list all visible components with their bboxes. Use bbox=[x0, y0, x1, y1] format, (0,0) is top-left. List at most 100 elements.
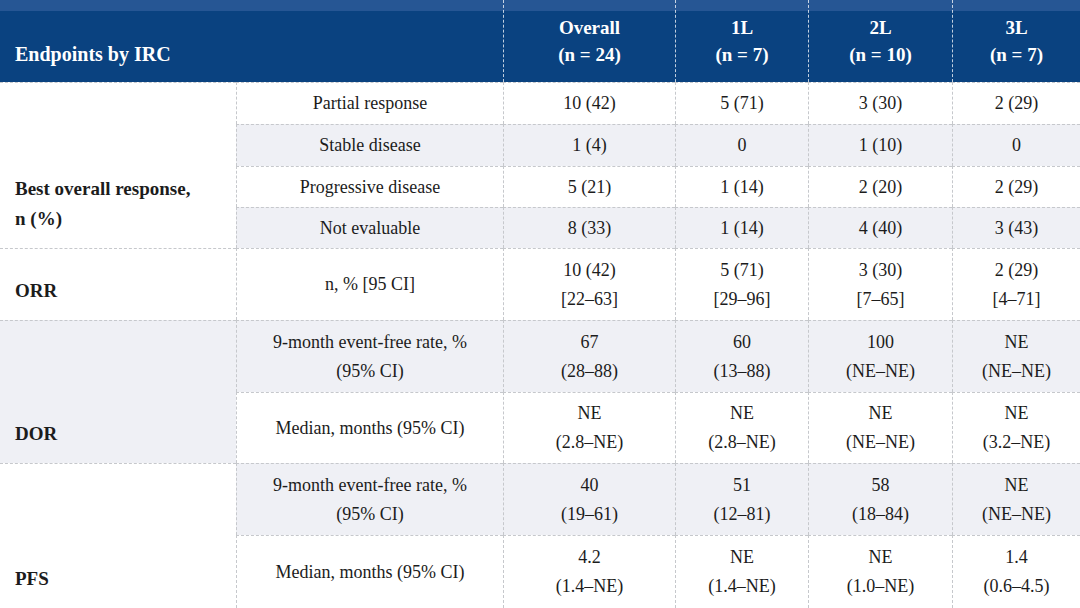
text-line: 8 (33) bbox=[568, 214, 612, 243]
data-cell: 1 (10) bbox=[808, 124, 952, 166]
text-line: [4–71] bbox=[993, 285, 1041, 314]
text-line: DOR bbox=[15, 419, 57, 449]
text-line: n, % [95 CI] bbox=[325, 270, 415, 299]
data-cell: 10 (42) bbox=[503, 82, 675, 124]
text-line: (95% CI) bbox=[336, 500, 403, 529]
text-line: 0 bbox=[1012, 131, 1021, 160]
row-label-cell: n, % [95 CI] bbox=[236, 248, 503, 320]
data-cell: 1 (14) bbox=[675, 207, 808, 248]
data-cell: 51(12–81) bbox=[675, 463, 808, 535]
data-cell: 1 (14) bbox=[675, 166, 808, 207]
text-line: (2.8–NE) bbox=[708, 428, 775, 457]
row-label-cell: Stable disease bbox=[236, 124, 503, 166]
text-line: NE bbox=[1005, 328, 1029, 357]
column-header-line: (n = 24) bbox=[558, 41, 621, 68]
data-cell: 8 (33) bbox=[503, 207, 675, 248]
text-line: Not evaluable bbox=[320, 214, 420, 243]
text-line: (95% CI) bbox=[336, 357, 403, 386]
text-line: 1.4 bbox=[1005, 543, 1028, 572]
group-label-dor: DOR bbox=[0, 320, 236, 463]
text-line: (19–61) bbox=[561, 500, 618, 529]
table-title-cell: Endpoints by IRC bbox=[0, 0, 503, 82]
text-line: (2.8–NE) bbox=[556, 428, 623, 457]
text-line: NE bbox=[578, 399, 602, 428]
text-line: n (%) bbox=[15, 204, 62, 234]
text-line: 3 (30) bbox=[859, 256, 903, 285]
text-line: (0.6–4.5) bbox=[984, 572, 1050, 601]
text-line: [29–96] bbox=[714, 285, 771, 314]
data-cell: NE(1.0–NE) bbox=[808, 535, 952, 608]
endpoints-table: Endpoints by IRC Overall (n = 24) 1L (n … bbox=[0, 0, 1080, 608]
text-line: (NE–NE) bbox=[982, 357, 1051, 386]
data-cell: NE(3.2–NE) bbox=[952, 392, 1080, 463]
row-label-cell: Partial response bbox=[236, 82, 503, 124]
data-cell: 2 (29) bbox=[952, 166, 1080, 207]
text-line: (12–81) bbox=[714, 500, 771, 529]
column-header-line: 2L bbox=[869, 14, 891, 41]
data-cell: NE(NE–NE) bbox=[952, 320, 1080, 392]
column-header-1l: 1L (n = 7) bbox=[675, 0, 808, 82]
text-line: Best overall response, bbox=[15, 174, 190, 204]
data-cell: 5 (71) bbox=[675, 82, 808, 124]
text-line: 67 bbox=[581, 328, 599, 357]
text-line: 51 bbox=[733, 471, 751, 500]
data-cell: 58(18–84) bbox=[808, 463, 952, 535]
data-cell: 4 (40) bbox=[808, 207, 952, 248]
text-line: NE bbox=[1005, 471, 1029, 500]
text-line: Partial response bbox=[313, 89, 427, 118]
column-header-line: Overall bbox=[559, 14, 620, 41]
data-cell: 100(NE–NE) bbox=[808, 320, 952, 392]
column-header-2l: 2L (n = 10) bbox=[808, 0, 952, 82]
data-cell: 2 (20) bbox=[808, 166, 952, 207]
text-line: 10 (42) bbox=[563, 89, 616, 118]
text-line: (NE–NE) bbox=[846, 428, 915, 457]
text-line: 4 (40) bbox=[859, 214, 903, 243]
data-cell: 0 bbox=[952, 124, 1080, 166]
text-line: 58 bbox=[872, 471, 890, 500]
text-line: NE bbox=[730, 543, 754, 572]
text-line: NE bbox=[730, 399, 754, 428]
text-line: 4.2 bbox=[578, 543, 601, 572]
text-line: 1 (14) bbox=[720, 173, 764, 202]
text-line: NE bbox=[1005, 399, 1029, 428]
row-label-cell: 9-month event-free rate, %(95% CI) bbox=[236, 320, 503, 392]
text-line: 2 (29) bbox=[995, 173, 1039, 202]
group-label-pfs: PFS bbox=[0, 463, 236, 608]
text-line: Stable disease bbox=[319, 131, 420, 160]
row-label-cell: Median, months (95% CI) bbox=[236, 535, 503, 608]
text-line: NE bbox=[869, 399, 893, 428]
text-line: NE bbox=[869, 543, 893, 572]
text-line: (13–88) bbox=[714, 357, 771, 386]
data-cell: 5 (21) bbox=[503, 166, 675, 207]
text-line: 1 (14) bbox=[720, 214, 764, 243]
text-line: PFS bbox=[15, 564, 49, 594]
row-label-cell: Progressive disease bbox=[236, 166, 503, 207]
text-line: Median, months (95% CI) bbox=[276, 414, 465, 443]
column-header-line: (n = 10) bbox=[849, 41, 912, 68]
text-line: 1 (4) bbox=[572, 131, 607, 160]
data-cell: 2 (29)[4–71] bbox=[952, 248, 1080, 320]
data-cell: 3 (30) bbox=[808, 82, 952, 124]
data-cell: 5 (71)[29–96] bbox=[675, 248, 808, 320]
text-line: 10 (42) bbox=[563, 256, 616, 285]
text-line: Median, months (95% CI) bbox=[276, 558, 465, 587]
data-cell: 3 (43) bbox=[952, 207, 1080, 248]
text-line: 3 (30) bbox=[859, 89, 903, 118]
text-line: 9-month event-free rate, % bbox=[273, 328, 467, 357]
data-cell: 1.4(0.6–4.5) bbox=[952, 535, 1080, 608]
group-label-best-overall-response: Best overall response,n (%) bbox=[0, 82, 236, 248]
column-header-line: (n = 7) bbox=[715, 41, 768, 68]
row-label-cell: Not evaluable bbox=[236, 207, 503, 248]
text-line: 2 (29) bbox=[995, 89, 1039, 118]
data-cell: NE(NE–NE) bbox=[952, 463, 1080, 535]
text-line: 9-month event-free rate, % bbox=[273, 471, 467, 500]
table-title: Endpoints by IRC bbox=[15, 41, 171, 68]
text-line: [22–63] bbox=[561, 285, 618, 314]
text-line: (1.0–NE) bbox=[847, 572, 914, 601]
text-line: 5 (71) bbox=[720, 256, 764, 285]
data-cell: NE(NE–NE) bbox=[808, 392, 952, 463]
data-cell: 4.2(1.4–NE) bbox=[503, 535, 675, 608]
data-cell: NE(2.8–NE) bbox=[503, 392, 675, 463]
data-cell: 1 (4) bbox=[503, 124, 675, 166]
text-line: 1 (10) bbox=[859, 131, 903, 160]
